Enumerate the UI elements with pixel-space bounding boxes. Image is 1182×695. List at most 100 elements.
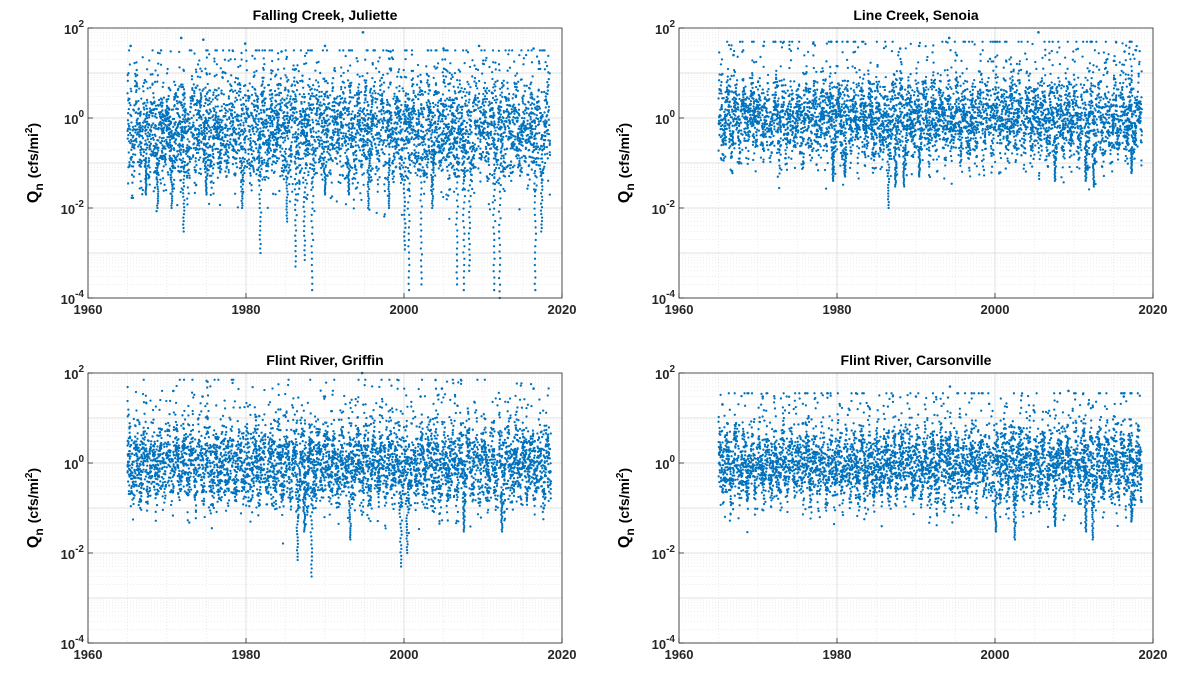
data-point <box>476 87 478 89</box>
data-point <box>257 134 259 136</box>
data-point <box>212 91 214 93</box>
data-point <box>393 93 395 95</box>
data-point <box>231 145 233 147</box>
data-point <box>180 153 182 155</box>
data-point <box>262 130 264 132</box>
data-point <box>245 94 247 96</box>
data-point <box>482 59 484 61</box>
data-point <box>363 139 365 141</box>
data-point <box>336 95 338 97</box>
data-point <box>324 121 326 123</box>
data-point <box>260 157 262 159</box>
data-point <box>513 113 515 115</box>
data-point <box>207 124 209 126</box>
data-point <box>437 105 439 107</box>
data-point <box>127 119 129 121</box>
data-point <box>541 114 543 116</box>
data-point <box>144 133 146 135</box>
data-point <box>208 138 210 140</box>
data-point <box>358 122 360 124</box>
data-point <box>531 102 533 104</box>
data-point <box>388 146 390 148</box>
data-point <box>303 125 305 127</box>
data-point <box>494 129 496 131</box>
data-point <box>180 86 182 88</box>
data-point <box>407 109 409 111</box>
data-point <box>474 103 476 105</box>
data-point <box>477 101 479 103</box>
data-point <box>479 141 481 143</box>
data-point <box>524 103 526 105</box>
data-point <box>193 147 195 149</box>
data-point <box>377 60 379 62</box>
data-point <box>198 131 200 133</box>
data-point <box>452 142 454 144</box>
data-point <box>373 116 375 118</box>
data-point <box>347 79 349 81</box>
data-point <box>467 133 469 135</box>
data-point <box>303 119 305 121</box>
data-point <box>326 108 328 110</box>
data-point <box>378 155 380 157</box>
data-point <box>536 114 538 116</box>
data-point <box>316 107 318 109</box>
data-point <box>513 149 515 151</box>
data-point <box>482 93 484 95</box>
data-point <box>317 130 319 132</box>
data-point <box>427 99 429 101</box>
data-point <box>268 84 270 86</box>
data-point <box>234 81 236 83</box>
data-point <box>483 121 485 123</box>
data-point <box>347 70 349 72</box>
data-point <box>441 152 443 154</box>
data-point <box>299 164 301 166</box>
data-point <box>442 169 444 171</box>
data-point <box>339 95 341 97</box>
data-point <box>266 114 268 116</box>
data-point <box>430 49 432 51</box>
data-point <box>345 55 347 57</box>
data-point <box>318 85 320 87</box>
data-point <box>341 138 343 140</box>
data-point <box>537 124 539 126</box>
data-point <box>151 83 153 85</box>
data-point <box>382 110 384 112</box>
data-point <box>331 115 333 117</box>
data-point <box>255 143 257 145</box>
data-point <box>313 210 315 212</box>
data-point <box>148 148 150 150</box>
data-point <box>209 73 211 75</box>
data-point <box>295 95 297 97</box>
data-point <box>272 131 274 133</box>
data-point <box>264 179 266 181</box>
data-point <box>378 159 380 161</box>
data-point <box>238 131 240 133</box>
data-point <box>254 92 256 94</box>
data-point <box>446 153 448 155</box>
data-point <box>263 161 265 163</box>
data-point <box>140 146 142 148</box>
data-point <box>199 88 201 90</box>
data-point <box>419 87 421 89</box>
data-point <box>253 100 255 102</box>
data-point <box>149 87 151 89</box>
data-point <box>376 126 378 128</box>
data-point <box>226 159 228 161</box>
data-point <box>161 137 163 139</box>
data-point <box>404 118 406 120</box>
data-point <box>545 95 547 97</box>
data-point <box>494 155 496 157</box>
data-point <box>255 130 257 132</box>
data-point <box>489 103 491 105</box>
data-point <box>488 144 490 146</box>
data-point <box>237 206 239 208</box>
data-point <box>320 174 322 176</box>
data-point <box>187 117 189 119</box>
data-point <box>221 136 223 138</box>
data-point <box>472 105 474 107</box>
data-point <box>469 86 471 88</box>
data-point <box>531 75 533 77</box>
data-point <box>152 92 154 94</box>
data-point <box>367 126 369 128</box>
data-point <box>350 113 352 115</box>
